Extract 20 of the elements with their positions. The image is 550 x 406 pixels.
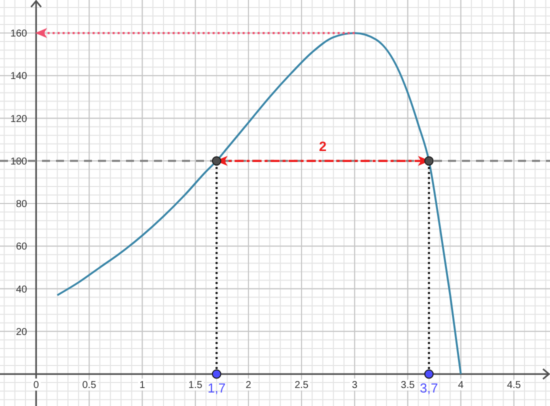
x-tick-label: 3.5 xyxy=(400,380,416,392)
y-tick-label: 140 xyxy=(10,71,28,82)
y-tick-label: 160 xyxy=(10,28,28,40)
y-tick-label: 80 xyxy=(16,199,28,210)
annotation: 1,7 xyxy=(208,380,226,396)
x-tick-label: 3 xyxy=(352,380,358,392)
y-tick-label: 20 xyxy=(16,326,28,338)
y-tick-label: 60 xyxy=(16,242,28,253)
x-tick-label: 1.5 xyxy=(188,380,203,392)
y-tick-label: 40 xyxy=(16,284,28,296)
x-tick-label: 4.5 xyxy=(506,380,522,392)
x-tick-label: 1 xyxy=(139,380,146,392)
x-tick-label: 2 xyxy=(246,380,252,392)
y-tick-label: 120 xyxy=(10,114,28,125)
x-tick-label: 2.5 xyxy=(294,380,309,392)
annotation: 2 xyxy=(319,138,327,154)
annotation: 3,7 xyxy=(420,380,438,396)
x-tick-label: 0.5 xyxy=(82,380,97,392)
x-tick-label: 4 xyxy=(458,380,464,392)
line-series xyxy=(56,32,462,375)
